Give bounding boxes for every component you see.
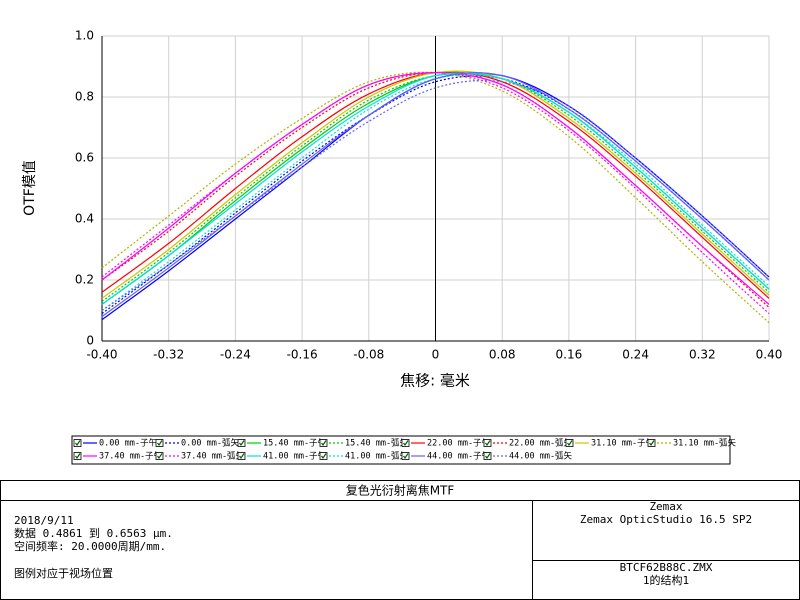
y-axis-label: OTF模值: [22, 160, 38, 216]
x-tick-label: -0.40: [86, 348, 117, 362]
x-tick-label: -0.08: [353, 348, 384, 362]
legend-check: [239, 440, 245, 447]
legend-check: [321, 440, 327, 447]
legend-label: 37.40 mm-子午: [99, 451, 163, 462]
legend-label: 15.40 mm-子午: [263, 438, 327, 449]
legend-checkbox: [73, 439, 82, 447]
legend-checkbox: [155, 452, 164, 460]
legend-check: [403, 453, 409, 460]
legend-check: [157, 453, 163, 460]
info-text: 图例对应于视场位置: [14, 566, 113, 580]
legend-check: [75, 440, 81, 447]
series-line: [101, 71, 770, 308]
x-tick-label: 0.16: [556, 348, 583, 362]
series-line: [101, 72, 770, 305]
legend-label: 41.00 mm-子午: [263, 451, 327, 462]
legend-label: 44.00 mm-子午: [427, 451, 491, 462]
info-text: BTCF62B88C.ZMX: [620, 561, 713, 574]
series-line: [101, 74, 770, 311]
legend-label: 22.00 mm-子午: [427, 438, 491, 449]
series-line: [101, 71, 770, 314]
y-tick-label: 0.6: [75, 151, 94, 165]
y-tick-label: 1.0: [75, 29, 94, 43]
series-line: [101, 79, 770, 311]
legend-checkbox: [237, 439, 246, 447]
info-text: 2018/9/11: [14, 514, 74, 527]
x-tick-label: -0.32: [153, 348, 184, 362]
legend-check: [239, 453, 245, 460]
legend-label: 31.10 mm-子午: [591, 438, 655, 449]
x-tick-label: 0.40: [756, 348, 783, 362]
legend-check: [649, 440, 655, 447]
info-text: 空间频率: 20.0000周期/mm.: [14, 539, 166, 553]
legend-checkbox: [647, 439, 656, 447]
info-text: Zemax: [649, 500, 682, 513]
legend-checkbox: [73, 452, 82, 460]
x-tick-label: -0.16: [287, 348, 318, 362]
legend-checkbox: [565, 439, 574, 447]
legend-checkbox: [483, 439, 492, 447]
legend-checkbox: [401, 439, 410, 447]
info-text: 1的结构1: [643, 573, 689, 587]
legend-check: [321, 453, 327, 460]
y-tick-label: 0: [86, 334, 94, 348]
legend-checkbox: [237, 452, 246, 460]
y-tick-label: 0.2: [75, 273, 94, 287]
x-tick-label: 0.08: [489, 348, 516, 362]
legend-check: [157, 440, 163, 447]
legend-label: 22.00 mm-弧矢: [509, 438, 573, 449]
x-tick-label: 0.24: [622, 348, 649, 362]
series-line: [101, 72, 770, 318]
legend-label: 0.00 mm-弧矢: [181, 438, 239, 449]
legend-checkbox: [401, 452, 410, 460]
legend-checkbox: [155, 439, 164, 447]
info-title: 复色光衍射离焦MTF: [346, 483, 455, 498]
info-text: 数据 0.4861 到 0.6563 μm.: [14, 526, 173, 540]
legend-label: 15.40 mm-弧矢: [345, 438, 409, 449]
legend-checkbox: [319, 439, 328, 447]
legend-check: [485, 440, 491, 447]
legend-label: 44.00 mm-弧矢: [509, 451, 573, 462]
legend-check: [485, 453, 491, 460]
legend-check: [567, 440, 573, 447]
info-text: Zemax OpticStudio 16.5 SP2: [580, 513, 752, 526]
x-tick-label: 0: [432, 348, 440, 362]
legend-box: [71, 435, 731, 465]
y-tick-label: 0.8: [75, 90, 94, 104]
legend-checkbox: [319, 452, 328, 460]
x-axis-label: 焦移: 毫米: [400, 372, 470, 390]
legend-label: 0.00 mm-子午: [99, 438, 157, 449]
legend-check: [75, 453, 81, 460]
legend-label: 31.10 mm-弧矢: [673, 438, 737, 449]
legend-check: [403, 440, 409, 447]
legend-label: 37.40 mm-弧矢: [181, 451, 245, 462]
x-tick-label: -0.24: [220, 348, 251, 362]
y-tick-label: 0.4: [75, 212, 94, 226]
legend-checkbox: [483, 452, 492, 460]
legend-label: 41.00 mm-弧矢: [345, 451, 409, 462]
x-tick-label: 0.32: [689, 348, 716, 362]
